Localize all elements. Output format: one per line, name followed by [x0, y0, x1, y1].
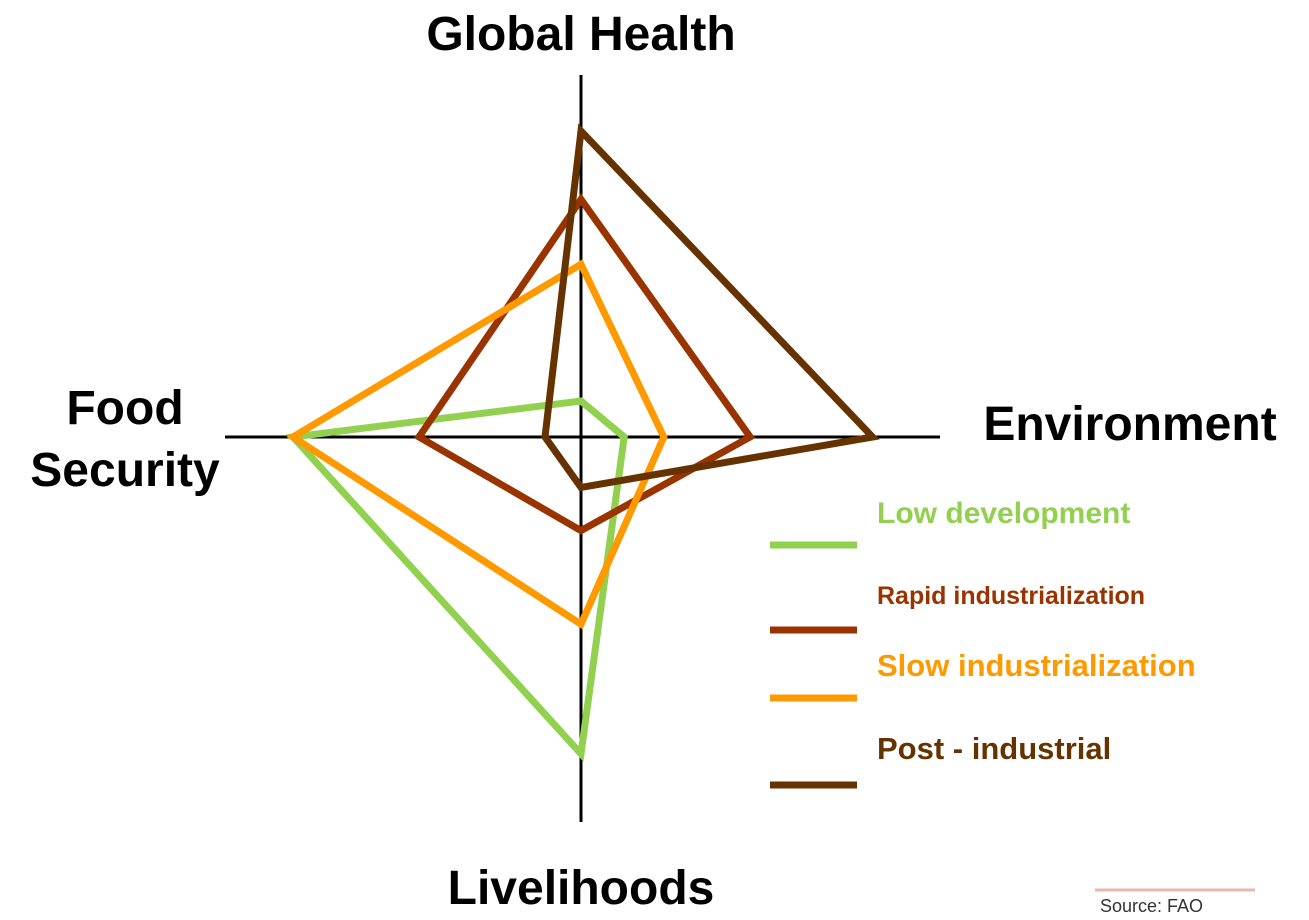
legend-label: Post - industrial — [877, 731, 1111, 766]
legend-label: Slow industrialization — [877, 648, 1196, 683]
series-line — [541, 123, 880, 492]
legend-label: Low development — [877, 497, 1130, 530]
series-line — [286, 259, 668, 630]
series-line — [413, 193, 756, 535]
source: Source: FAO — [1100, 896, 1203, 915]
axis-label: Environment — [983, 398, 1277, 451]
axis-label: Food Security — [30, 382, 220, 498]
axis-label: Livelihoods — [447, 862, 715, 915]
series-line — [285, 397, 628, 762]
axis-label: Global Health — [426, 8, 736, 61]
legend-label: Rapid industrialization — [877, 582, 1145, 610]
